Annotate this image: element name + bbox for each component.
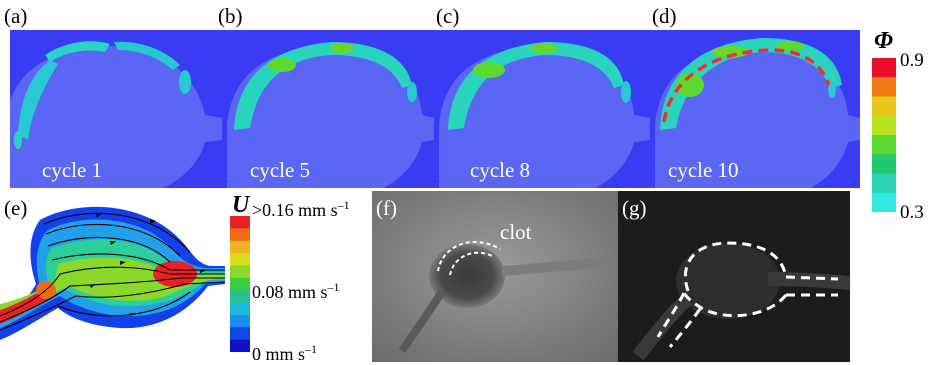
simulation-panel-a [10, 30, 222, 188]
u-colorbar-segment [230, 253, 250, 266]
phi-colorbar-title: Φ [874, 28, 893, 54]
phi-colorbar-segment [872, 154, 896, 174]
flow-panel-e [0, 200, 225, 360]
u-colorbar-segment [230, 216, 250, 229]
clot-annotation: clot [500, 220, 532, 244]
phi-colorbar-segment [872, 58, 896, 78]
u-colorbar-min-exp: –1 [305, 342, 318, 356]
u-colorbar-mid: 0.08 mm s–1 [252, 280, 340, 303]
u-colorbar-segment [230, 327, 250, 341]
panel-label-a: (a) [4, 4, 28, 28]
cycle-label-a: cycle 1 [42, 158, 103, 182]
simulation-panel-c [434, 30, 650, 188]
cycle-label-b: cycle 5 [250, 158, 311, 182]
u-colorbar-max-text: >0.16 mm s [252, 200, 338, 220]
u-colorbar [230, 216, 250, 352]
panel-label-b: (b) [218, 4, 243, 28]
panel-label-e: (e) [4, 196, 28, 220]
phi-colorbar [872, 58, 896, 212]
u-colorbar-mid-exp: –1 [327, 280, 340, 294]
phi-colorbar-segment [872, 115, 896, 136]
u-colorbar-max-exp: –1 [337, 198, 350, 212]
panel-label-c: (c) [436, 4, 460, 28]
u-colorbar-segment [230, 314, 250, 328]
u-colorbar-segment [230, 302, 250, 316]
simulation-panel-d [650, 30, 860, 188]
u-colorbar-max: >0.16 mm s–1 [252, 198, 350, 221]
micrograph-panel-g [618, 191, 850, 362]
panel-label-d: (d) [652, 4, 677, 28]
phi-colorbar-segment [872, 96, 896, 117]
u-colorbar-segment [230, 228, 250, 242]
phi-colorbar-min: 0.3 [900, 202, 924, 223]
cycle-label-d: cycle 10 [668, 158, 739, 182]
u-colorbar-segment [230, 290, 250, 304]
panel-label-g: (g) [622, 196, 647, 220]
panel-label-f: (f) [376, 196, 397, 220]
u-colorbar-segment [230, 277, 250, 291]
u-colorbar-min-text: 0 mm s [252, 344, 306, 364]
phi-colorbar-segment [872, 192, 896, 212]
cycle-label-c: cycle 8 [470, 158, 531, 182]
phi-colorbar-max: 0.9 [900, 50, 924, 71]
micrograph-panel-f [372, 191, 618, 362]
phi-colorbar-segment [872, 173, 896, 194]
simulation-panel-b [222, 30, 434, 188]
u-colorbar-segment [230, 240, 250, 254]
phi-colorbar-segment [872, 135, 896, 155]
u-colorbar-segment [230, 265, 250, 279]
u-colorbar-mid-text: 0.08 mm s [252, 282, 328, 302]
u-colorbar-min: 0 mm s–1 [252, 342, 317, 365]
phi-colorbar-segment [872, 77, 896, 97]
u-colorbar-segment [230, 339, 250, 352]
u-colorbar-title: U [232, 192, 250, 218]
